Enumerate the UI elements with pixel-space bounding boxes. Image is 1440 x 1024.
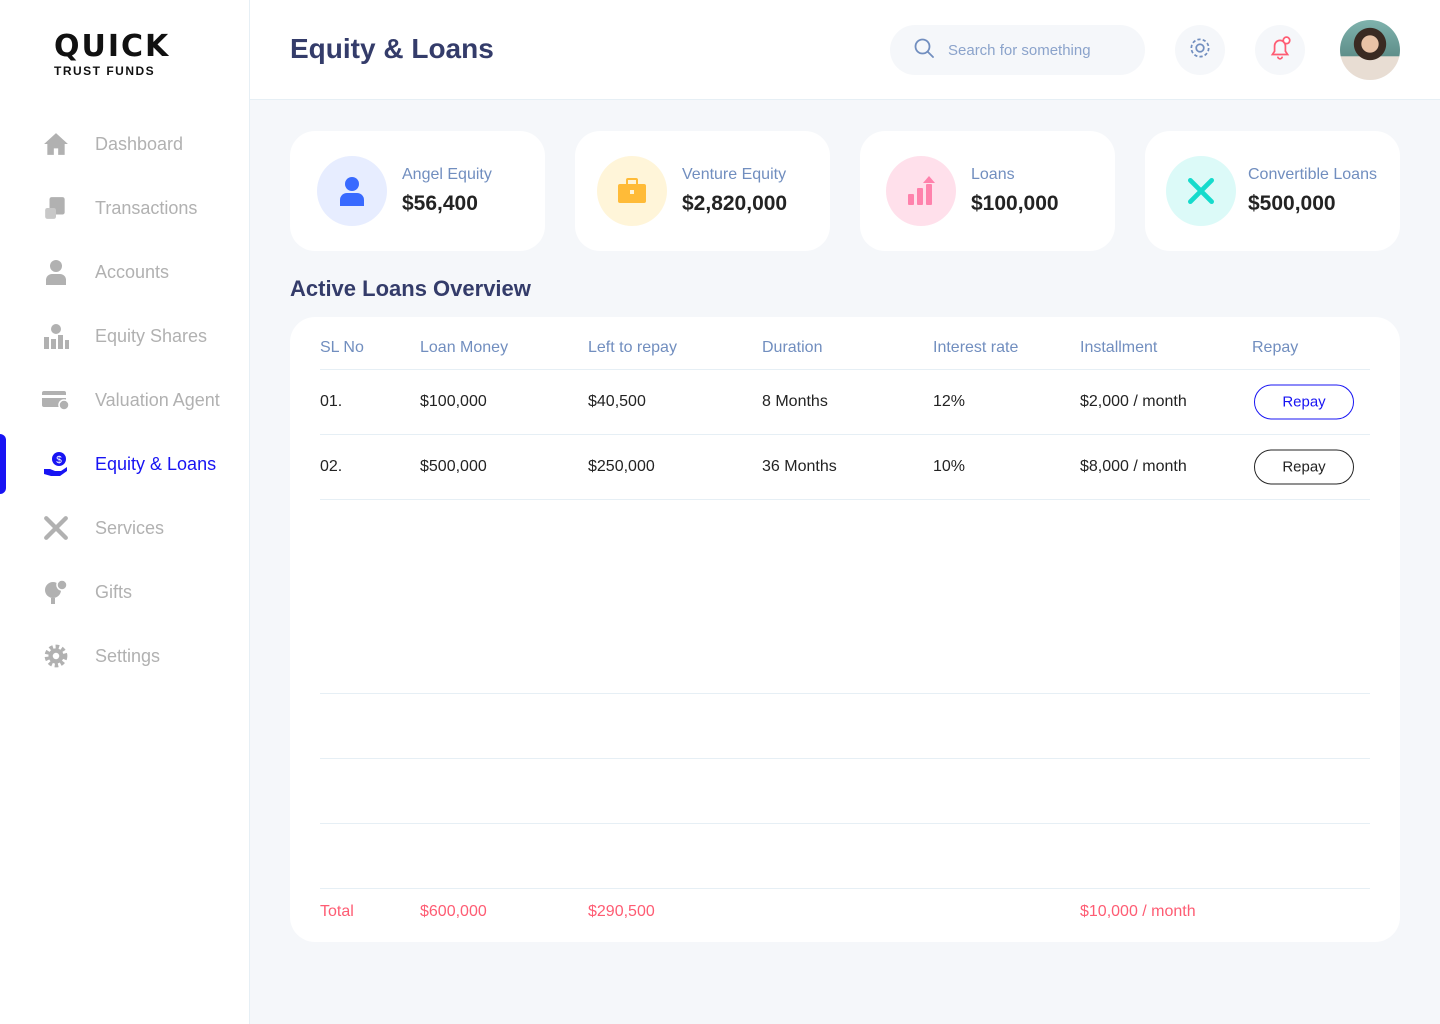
sidebar-item-label: Valuation Agent	[95, 389, 220, 410]
cell-installment: $8,000 / month	[1080, 458, 1187, 475]
logo[interactable]: QUICK TRUST FUNDS	[54, 29, 174, 79]
total-installment: $10,000 / month	[1080, 903, 1196, 920]
section-title: Active Loans Overview	[290, 276, 531, 301]
table-total-row: Total $600,000 $290,500 $10,000 / month	[320, 890, 1370, 934]
search-placeholder: Search for something	[948, 41, 1091, 59]
empty-row	[320, 824, 1370, 889]
cell-loan-money: $100,000	[420, 393, 487, 410]
bell-icon	[1267, 35, 1293, 66]
search-input[interactable]: Search for something	[890, 25, 1145, 75]
table-row: 02. $500,000 $250,000 36 Months 10% $8,0…	[320, 435, 1370, 500]
card-loans: Loans $100,000	[860, 131, 1115, 251]
tools-icon	[42, 514, 70, 542]
total-loan-money: $600,000	[420, 903, 487, 920]
transfer-icon	[42, 194, 70, 222]
col-installment: Installment	[1080, 339, 1158, 356]
sidebar-item-label: Accounts	[95, 261, 170, 282]
sidebar: QUICK TRUST FUNDS Dashboard Transactions…	[0, 0, 250, 1024]
notifications-button[interactable]	[1255, 25, 1305, 75]
sidebar-item-services[interactable]: Services	[0, 496, 250, 560]
cell-loan-money: $500,000	[420, 458, 487, 475]
header: Equity & Loans Search for something	[250, 0, 1440, 100]
sidebar-item-accounts[interactable]: Accounts	[0, 240, 250, 304]
tools-icon	[1166, 156, 1236, 226]
user-icon	[317, 156, 387, 226]
empty-row	[320, 759, 1370, 824]
card-label: Angel Equity	[402, 166, 492, 183]
sidebar-nav: Dashboard Transactions Accounts Equity S…	[0, 112, 250, 688]
col-duration: Duration	[762, 339, 823, 356]
credit-card-icon	[42, 386, 70, 414]
loan-icon: $	[42, 450, 70, 478]
settings-button[interactable]	[1175, 25, 1225, 75]
table-header: SL No Loan Money Left to repay Duration …	[320, 317, 1370, 370]
logo-name: QUICK	[54, 29, 171, 64]
sidebar-item-label: Equity Shares	[95, 325, 208, 346]
sidebar-item-gifts[interactable]: Gifts	[0, 560, 250, 624]
avatar[interactable]	[1340, 20, 1400, 80]
card-label: Loans	[971, 166, 1015, 183]
page-title: Equity & Loans	[290, 33, 494, 64]
card-value: $2,820,000	[682, 192, 788, 215]
card-label: Venture Equity	[682, 166, 787, 183]
sidebar-item-equity-loans[interactable]: $ Equity & Loans	[0, 432, 250, 496]
card-value: $100,000	[971, 192, 1059, 215]
total-left-to-repay: $290,500	[588, 903, 655, 920]
col-loan-money: Loan Money	[420, 339, 509, 356]
sidebar-item-label: Transactions	[95, 197, 198, 218]
card-label: Convertible Loans	[1248, 166, 1377, 183]
repay-button[interactable]: Repay	[1254, 449, 1354, 485]
col-repay: Repay	[1252, 339, 1299, 356]
card-value: $56,400	[402, 192, 478, 215]
cell-sl: 02.	[320, 458, 343, 475]
briefcase-icon	[597, 156, 667, 226]
sidebar-item-valuation-agent[interactable]: Valuation Agent	[0, 368, 250, 432]
table-row: 01. $100,000 $40,500 8 Months 12% $2,000…	[320, 370, 1370, 435]
chart-up-icon	[886, 156, 956, 226]
total-label: Total	[320, 903, 354, 920]
sidebar-item-settings[interactable]: Settings	[0, 624, 250, 688]
cell-left-to-repay: $250,000	[588, 458, 655, 475]
sidebar-item-dashboard[interactable]: Dashboard	[0, 112, 250, 176]
gear-icon	[1187, 35, 1213, 66]
empty-row	[320, 629, 1370, 694]
sidebar-item-label: Equity & Loans	[95, 453, 217, 474]
cell-installment: $2,000 / month	[1080, 393, 1187, 410]
card-angel-equity: Angel Equity $56,400	[290, 131, 545, 251]
sidebar-item-label: Services	[95, 517, 165, 538]
sidebar-item-label: Gifts	[95, 581, 133, 602]
col-left-to-repay: Left to repay	[588, 339, 677, 356]
svg-text:$: $	[56, 455, 62, 466]
empty-row	[320, 694, 1370, 759]
sidebar-item-equity-shares[interactable]: Equity Shares	[0, 304, 250, 368]
cell-duration: 8 Months	[762, 393, 828, 410]
cell-interest-rate: 10%	[933, 458, 966, 475]
col-sl: SL No	[320, 339, 364, 356]
col-interest-rate: Interest rate	[933, 339, 1019, 356]
card-venture-equity: Venture Equity $2,820,000	[575, 131, 830, 251]
cell-duration: 36 Months	[762, 458, 837, 475]
gift-icon	[42, 578, 70, 606]
gear-icon	[42, 642, 70, 670]
cell-left-to-repay: $40,500	[588, 393, 646, 410]
equity-icon	[42, 322, 70, 350]
repay-button[interactable]: Repay	[1254, 384, 1354, 420]
card-value: $500,000	[1248, 192, 1336, 215]
sidebar-item-label: Settings	[95, 645, 161, 666]
sidebar-item-label: Dashboard	[95, 133, 184, 154]
search-icon	[914, 38, 934, 63]
cell-sl: 01.	[320, 393, 343, 410]
sidebar-item-transactions[interactable]: Transactions	[0, 176, 250, 240]
loans-table: SL No Loan Money Left to repay Duration …	[290, 317, 1400, 942]
logo-tagline: TRUST FUNDS	[54, 64, 156, 78]
card-convertible-loans: Convertible Loans $500,000	[1145, 131, 1400, 251]
user-icon	[42, 258, 70, 286]
cell-interest-rate: 12%	[933, 393, 966, 410]
home-icon	[42, 130, 70, 158]
